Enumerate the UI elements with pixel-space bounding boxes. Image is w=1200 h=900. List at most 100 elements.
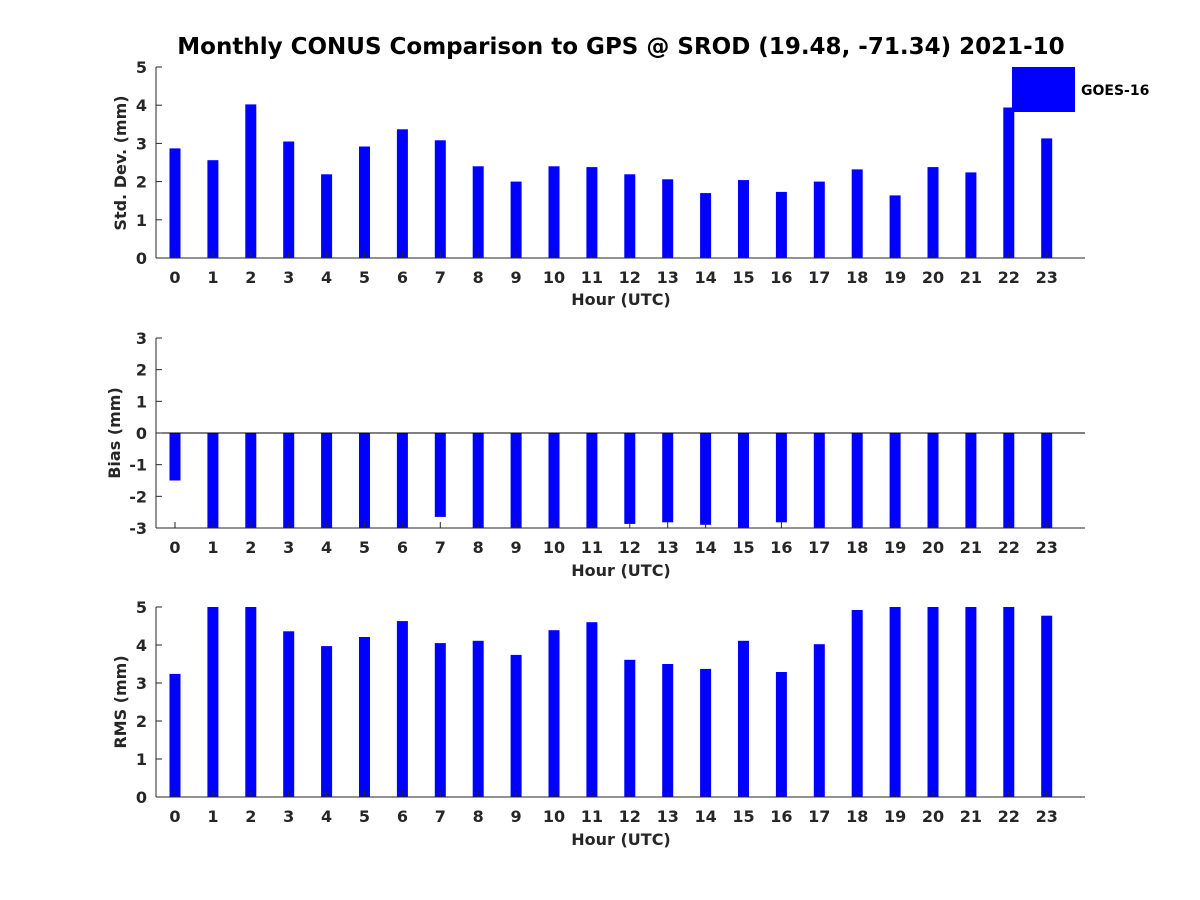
rms-xtick-label: 21 xyxy=(960,807,982,826)
rms-bar-hour-17 xyxy=(813,644,825,797)
bias-xtick-label: 5 xyxy=(359,538,370,557)
std-bar-hour-17 xyxy=(813,181,825,258)
bias-ytick-label: 3 xyxy=(136,329,147,348)
std-bar-hour-15 xyxy=(738,180,749,258)
rms-bar-hour-6 xyxy=(396,621,408,797)
std-bar-hour-22 xyxy=(1003,107,1015,258)
bias-bar-hour-7 xyxy=(434,433,446,517)
std-bar-hour-21 xyxy=(965,172,977,258)
std-ytick-label: 2 xyxy=(136,173,147,192)
bias-xtick-label: 17 xyxy=(808,538,830,557)
rms-bar-hour-2 xyxy=(245,607,257,797)
std-xtick-label: 21 xyxy=(960,268,982,287)
bias-xtick-label: 14 xyxy=(694,538,716,557)
rms-ytick-label: 2 xyxy=(136,712,147,731)
rms-xtick-label: 20 xyxy=(922,807,944,826)
bias-bar-hour-19 xyxy=(889,433,901,528)
bias-xtick-label: 20 xyxy=(922,538,944,557)
bias-xtick-label: 19 xyxy=(884,538,906,557)
bias-xtick-label: 2 xyxy=(245,538,256,557)
std-bar-hour-8 xyxy=(472,166,484,258)
rms-bar-hour-12 xyxy=(624,659,636,797)
rms-bar-hour-4 xyxy=(321,646,333,797)
rms-bar-hour-8 xyxy=(472,640,484,797)
rms-xtick-label: 11 xyxy=(581,807,603,826)
rms-bar-hour-0 xyxy=(169,673,181,797)
rms-ytick-label: 4 xyxy=(136,636,147,655)
std-bar-hour-2 xyxy=(245,104,257,259)
rms-xtick-label: 22 xyxy=(998,807,1020,826)
std-bar-hour-9 xyxy=(510,181,522,258)
bias-xtick-label: 16 xyxy=(770,538,792,557)
rms-xtick-label: 19 xyxy=(884,807,906,826)
bias-bar-hour-11 xyxy=(586,433,598,528)
std-xtick-label: 4 xyxy=(321,268,332,287)
std-bar-hour-0 xyxy=(169,148,181,258)
std-xtick-label: 8 xyxy=(473,268,484,287)
rms-xtick-label: 14 xyxy=(694,807,716,826)
rms-bar-hour-7 xyxy=(434,643,446,797)
bias-bar-hour-4 xyxy=(321,433,333,528)
bias-xtick-label: 7 xyxy=(435,538,446,557)
bias-xtick-label: 8 xyxy=(473,538,484,557)
bias-ytick-label: 2 xyxy=(136,361,147,380)
bias-bar-hour-13 xyxy=(662,433,674,523)
bias-ytick-label: 1 xyxy=(136,392,147,411)
std-bar-hour-7 xyxy=(434,140,446,258)
bias-xtick-label: 10 xyxy=(543,538,565,557)
std-xtick-label: 6 xyxy=(397,268,408,287)
std-xtick-label: 9 xyxy=(511,268,522,287)
rms-bar-hour-3 xyxy=(283,631,295,797)
std-ytick-label: 4 xyxy=(136,96,147,115)
std-xtick-label: 0 xyxy=(169,268,180,287)
std-xtick-label: 23 xyxy=(1036,268,1058,287)
std-xtick-label: 5 xyxy=(359,268,370,287)
rms-xtick-label: 0 xyxy=(169,807,180,826)
bias-ylabel: Bias (mm) xyxy=(105,387,124,479)
std-bar-hour-4 xyxy=(321,174,333,258)
std-xtick-label: 20 xyxy=(922,268,944,287)
std-xtick-label: 16 xyxy=(770,268,792,287)
rms-ytick-label: 0 xyxy=(136,788,147,807)
std-bar-hour-6 xyxy=(396,129,408,258)
std-xtick-label: 15 xyxy=(732,268,754,287)
std-bar-hour-18 xyxy=(851,169,863,258)
rms-ytick-label: 5 xyxy=(136,598,147,617)
rms-bar-hour-13 xyxy=(662,664,674,797)
bias-bar-hour-23 xyxy=(1041,433,1053,528)
bias-bar-hour-8 xyxy=(472,433,484,528)
rms-xtick-label: 8 xyxy=(473,807,484,826)
std-bar-hour-19 xyxy=(889,195,901,258)
rms-bar-hour-23 xyxy=(1041,615,1053,797)
rms-bar-hour-1 xyxy=(207,607,219,797)
std-bar-hour-3 xyxy=(283,141,295,258)
rms-bar-hour-19 xyxy=(889,607,901,797)
bias-xtick-label: 9 xyxy=(511,538,522,557)
std-bar-hour-11 xyxy=(586,167,598,258)
rms-xtick-label: 17 xyxy=(808,807,830,826)
bias-xtick-label: 18 xyxy=(846,538,868,557)
rms-ylabel: RMS (mm) xyxy=(111,655,130,748)
bias-xtick-label: 23 xyxy=(1036,538,1058,557)
std-xtick-label: 17 xyxy=(808,268,830,287)
std-xtick-label: 2 xyxy=(245,268,256,287)
bias-bar-hour-1 xyxy=(207,433,219,528)
std-xtick-label: 19 xyxy=(884,268,906,287)
rms-bar-hour-18 xyxy=(851,610,863,797)
std-xtick-label: 12 xyxy=(619,268,641,287)
bias-bar-hour-20 xyxy=(927,433,939,528)
bias-xtick-label: 6 xyxy=(397,538,408,557)
std-bar-hour-16 xyxy=(775,191,787,258)
bias-bar-hour-21 xyxy=(965,433,977,528)
rms-ytick-label: 3 xyxy=(136,674,147,693)
rms-bar-hour-16 xyxy=(775,672,787,797)
std-bar-hour-14 xyxy=(700,193,712,258)
bias-bar-hour-17 xyxy=(813,433,825,528)
std-ytick-label: 5 xyxy=(136,58,147,77)
rms-xtick-label: 23 xyxy=(1036,807,1058,826)
rms-xtick-label: 6 xyxy=(397,807,408,826)
rms-bar-hour-20 xyxy=(927,607,939,797)
